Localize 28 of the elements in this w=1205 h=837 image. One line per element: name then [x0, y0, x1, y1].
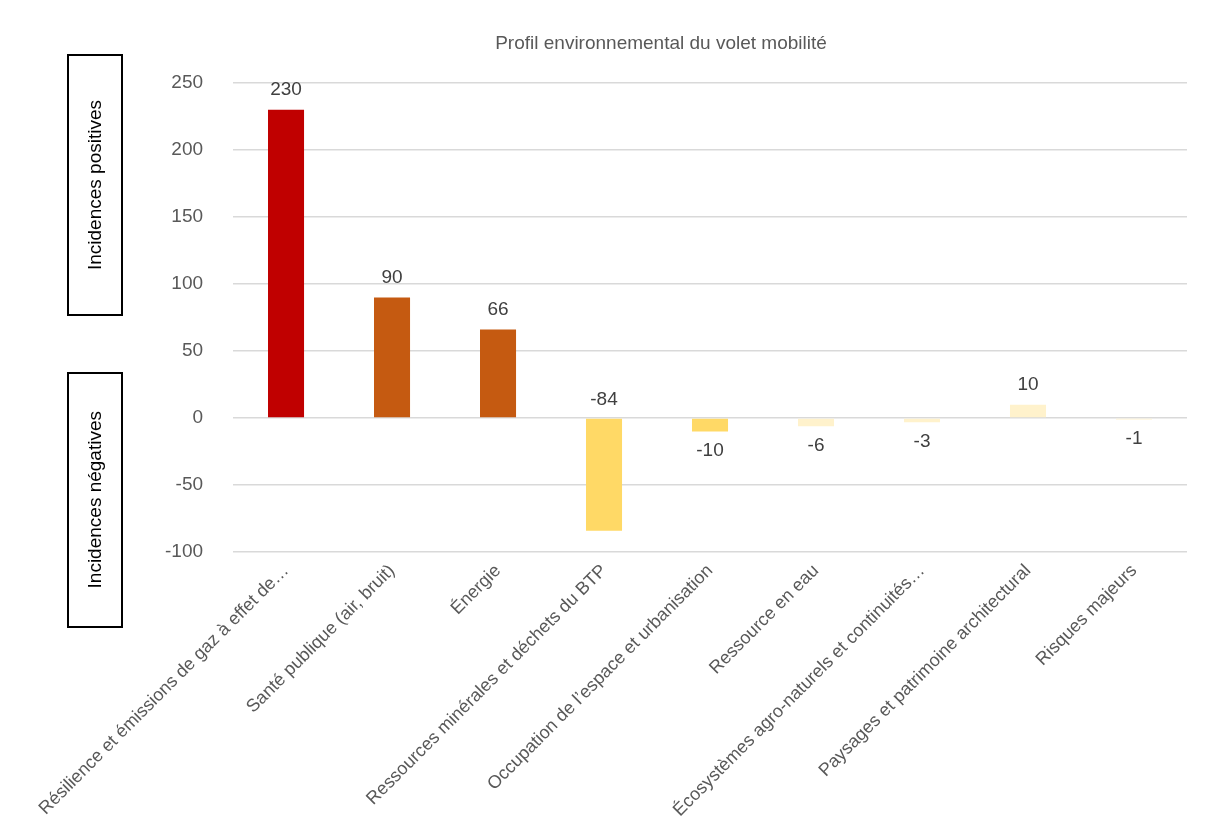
- text: Incidences négatives: [84, 411, 106, 589]
- y-tick-label: 50: [181, 339, 204, 361]
- text: Incidences positives: [84, 99, 106, 271]
- y-tick-label: 100: [171, 272, 204, 294]
- y-tick-label: 250: [171, 71, 204, 93]
- data-label: -3: [913, 429, 931, 451]
- bar: [268, 109, 305, 418]
- y-tick-label: 150: [171, 205, 204, 227]
- y-tick-label: -100: [165, 540, 204, 562]
- bar: [903, 418, 941, 423]
- bar: [480, 329, 517, 418]
- bar: [691, 418, 729, 432]
- data-label: -10: [696, 439, 724, 461]
- data-label: 10: [1017, 373, 1039, 395]
- bar: [586, 418, 623, 531]
- bar: [374, 297, 411, 418]
- data-label: 90: [381, 266, 403, 288]
- data-label: -6: [807, 433, 825, 455]
- data-label: -84: [590, 387, 619, 409]
- data-label: -1: [1125, 427, 1143, 449]
- y-tick-label: -50: [175, 473, 204, 495]
- bar: [797, 418, 835, 427]
- chart-title: Profil environnemental du volet mobilité: [495, 31, 827, 53]
- y-tick-label: 0: [192, 406, 204, 428]
- bar: [1009, 404, 1047, 418]
- data-label: 66: [487, 298, 509, 320]
- data-label: 230: [270, 78, 302, 100]
- y-tick-label: 200: [171, 138, 204, 160]
